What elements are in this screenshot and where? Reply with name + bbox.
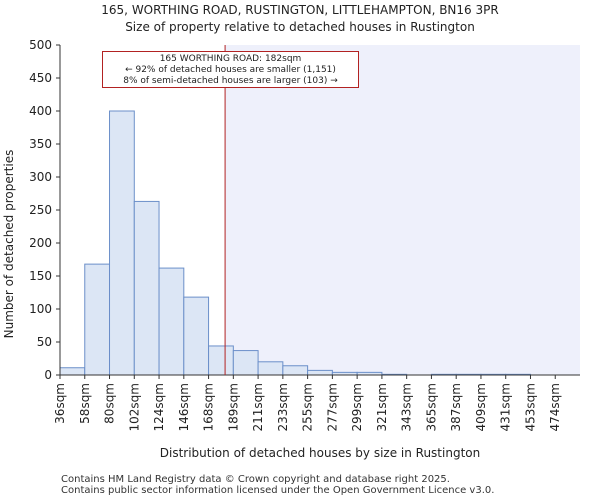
histogram-bar — [59, 367, 86, 376]
y-axis-label: Number of detached properties — [2, 150, 16, 339]
y-tick-label: 100 — [29, 302, 52, 316]
annotation-line-2: ← 92% of detached houses are smaller (1,… — [125, 65, 336, 75]
x-tick-label: 233sqm — [276, 383, 290, 431]
chart-subtitle: Size of property relative to detached ho… — [125, 20, 475, 34]
histogram-bar — [158, 267, 185, 376]
larger-region-shade — [225, 45, 581, 375]
x-tick-label: 409sqm — [474, 383, 488, 431]
y-tick-label: 50 — [37, 335, 52, 349]
histogram-bar — [183, 296, 210, 376]
x-tick-label: 474sqm — [548, 383, 562, 431]
y-tick-label: 350 — [29, 137, 52, 151]
histogram-bar — [232, 350, 259, 376]
x-tick-label: 453sqm — [523, 383, 537, 431]
x-tick-label: 36sqm — [53, 383, 67, 424]
x-tick-label: 365sqm — [424, 383, 438, 431]
x-tick-label: 431sqm — [499, 383, 513, 431]
y-tick-label: 150 — [29, 269, 52, 283]
x-tick-label: 58sqm — [78, 383, 92, 424]
plot-area: 0 50 100 150 200 250 300 350 400 450 500 36sqm 58sqm… — [29, 38, 581, 431]
x-tick-label: 343sqm — [400, 383, 414, 431]
x-tick-label: 168sqm — [202, 383, 216, 431]
y-tick-label: 300 — [29, 170, 52, 184]
annotation-line-3: 8% of semi-detached houses are larger (1… — [123, 76, 338, 86]
property-annotation: 165 WORTHING ROAD: 182sqm ← 92% of detac… — [102, 51, 359, 88]
y-tick-label: 400 — [29, 104, 52, 118]
x-tick-label: 299sqm — [350, 383, 364, 431]
y-tick-label: 500 — [29, 38, 52, 52]
x-tick-label: 277sqm — [325, 383, 339, 431]
y-tick-label: 450 — [29, 71, 52, 85]
y-tick-label: 200 — [29, 236, 52, 250]
footer-attribution: Contains HM Land Registry data © Crown c… — [61, 474, 494, 496]
y-tick-label: 0 — [44, 368, 52, 382]
x-tick-label: 80sqm — [103, 383, 117, 424]
histogram-bar — [109, 110, 135, 376]
y-tick-label: 250 — [29, 203, 52, 217]
histogram-bar — [133, 200, 160, 376]
x-tick-label: 102sqm — [127, 383, 141, 431]
histogram-bar — [208, 345, 234, 376]
histogram-bar — [257, 361, 284, 376]
x-axis-label: Distribution of detached houses by size … — [160, 446, 480, 460]
histogram-bar — [307, 369, 333, 376]
histogram-bar — [84, 263, 111, 376]
x-tick-label: 211sqm — [251, 383, 265, 431]
x-tick-label: 189sqm — [226, 383, 240, 431]
annotation-line-1: 165 WORTHING ROAD: 182sqm — [159, 54, 302, 64]
chart-title: 165, WORTHING ROAD, RUSTINGTON, LITTLEHA… — [101, 3, 498, 17]
footer-line-2: Contains public sector information licen… — [61, 485, 495, 496]
x-tick-label: 255sqm — [301, 383, 315, 431]
histogram-bar — [282, 365, 309, 376]
x-tick-label: 146sqm — [177, 383, 191, 431]
x-tick-label: 387sqm — [449, 383, 463, 431]
x-tick-label: 321sqm — [375, 383, 389, 431]
footer-line-1: Contains HM Land Registry data © Crown c… — [61, 474, 450, 485]
x-tick-label: 124sqm — [152, 383, 166, 431]
